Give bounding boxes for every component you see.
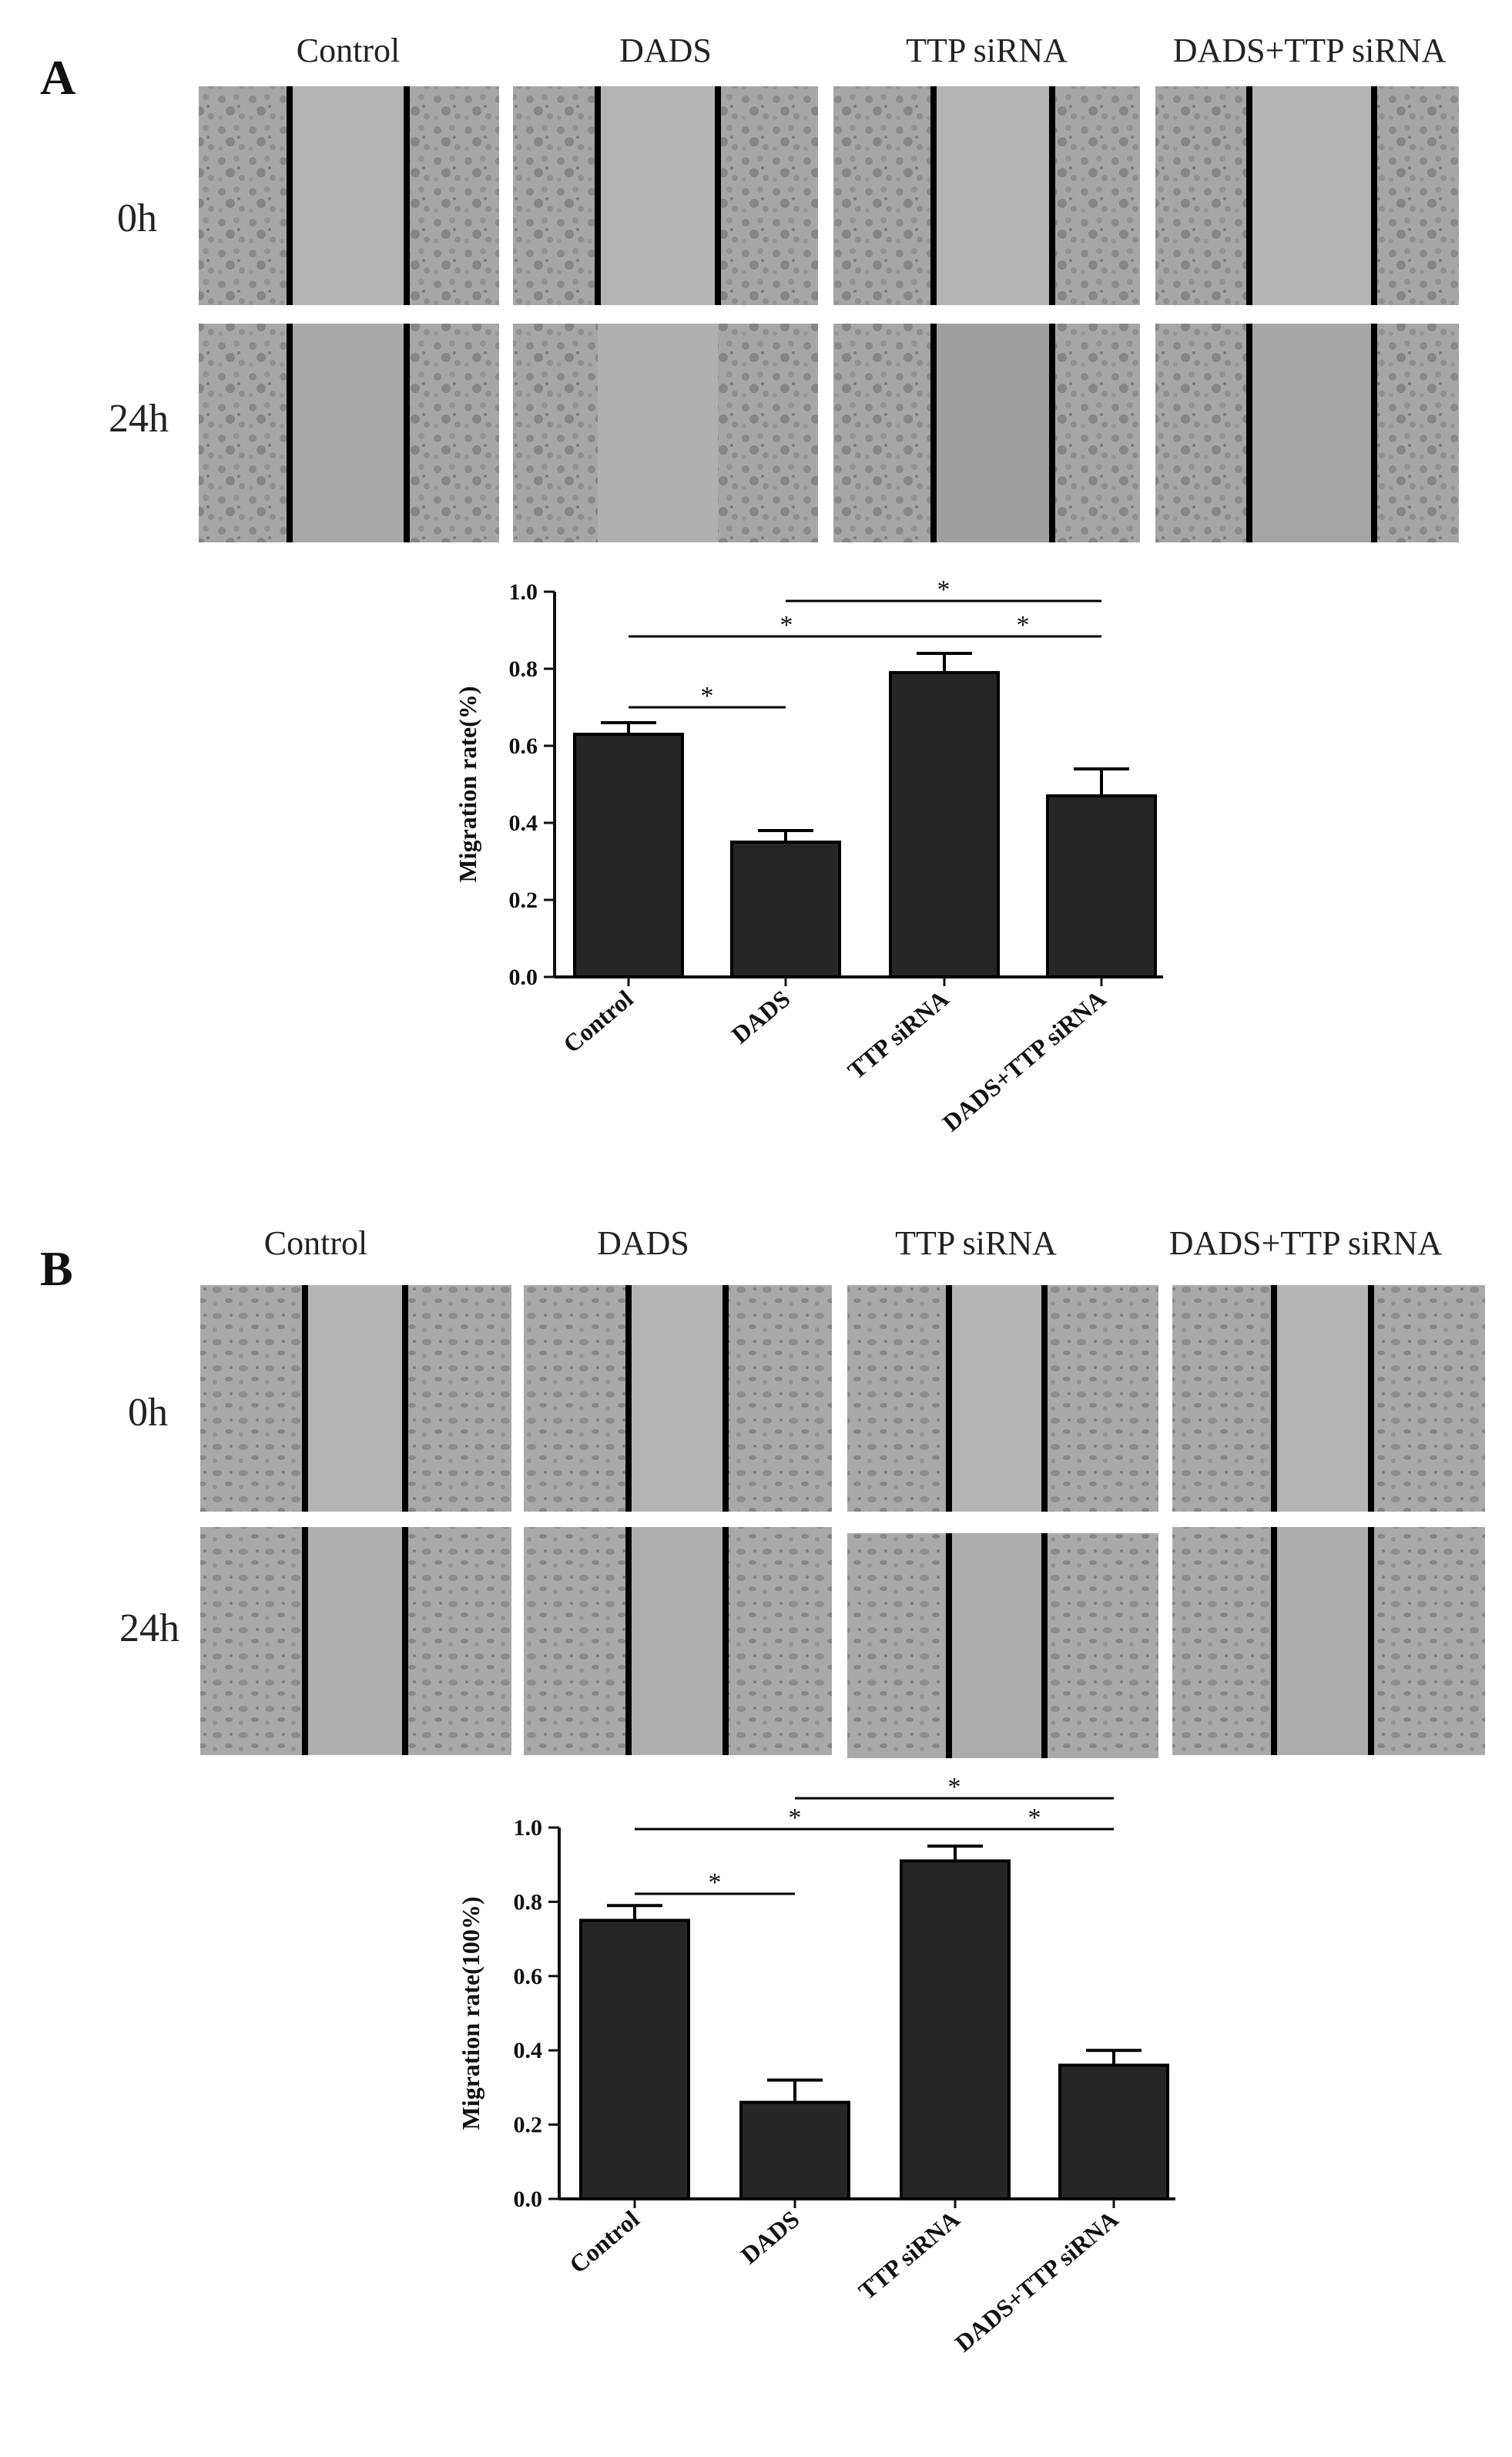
- micrograph-a-ttp-sirna-24h: [833, 324, 1140, 542]
- panel-a-column-label-dads: DADS: [619, 32, 712, 69]
- chart-b-bar: [739, 2100, 850, 2200]
- panel-b-micrographs: B Control DADS TTP siRNA DADS+TTP siRNA …: [40, 1224, 1485, 1758]
- panel-a-column-label-control: Control: [297, 32, 400, 69]
- panel-b-row-label-24h: 24h: [119, 1606, 179, 1650]
- chart-a-y-tick-label: 0.6: [509, 733, 538, 759]
- chart-b-y-axis-title: Migration rate(100%): [457, 1896, 484, 2130]
- chart-a-bar: [730, 841, 841, 978]
- panel-b-column-label-ttp-sirna: TTP siRNA: [895, 1224, 1057, 1262]
- panel-b-column-label-dads-ttp-sirna: DADS+TTP siRNA: [1169, 1224, 1443, 1262]
- chart-a-bar: [1046, 794, 1157, 978]
- micrograph-b-dads-ttp-sirna-24h: [1172, 1527, 1485, 1755]
- chart-a-y-tick-label: 0.8: [509, 656, 538, 682]
- chart-b-y-tick-label: 1.0: [514, 1815, 543, 1841]
- micrograph-a-control-0h: [199, 86, 499, 305]
- chart-b-bar: [1058, 2063, 1169, 2200]
- micrograph-b-dads-24h: [524, 1527, 832, 1755]
- chart-a-y-tick-label: 1.0: [509, 579, 538, 605]
- micrograph-a-control-24h: [199, 324, 499, 542]
- chart-a-significance-star: *: [937, 576, 950, 604]
- panel-a-micrographs: A Control DADS TTP siRNA DADS+TTP siRNA …: [40, 32, 1459, 542]
- panel-a-row-label-0h: 0h: [117, 196, 157, 240]
- panel-a-column-label-dads-ttp-sirna: DADS+TTP siRNA: [1173, 32, 1447, 69]
- chart-b-y-tick-label: 0.4: [514, 2038, 543, 2063]
- panel-b-column-label-dads: DADS: [597, 1224, 689, 1262]
- chart-b-y-tick-label: 0.0: [514, 2187, 543, 2212]
- chart-b-significance-star: *: [789, 1804, 802, 1832]
- micrograph-b-dads-0h: [524, 1285, 832, 1512]
- micrograph-b-ttp-sirna-0h: [847, 1285, 1158, 1512]
- panel-letter-b: B: [40, 1241, 73, 1296]
- chart-b-category-label: DADS+TTP siRNA: [950, 2205, 1124, 2358]
- chart-b-bar: [900, 1859, 1011, 2200]
- chart-a-significance-star: *: [1017, 611, 1030, 639]
- micrograph-b-control-0h: [200, 1285, 511, 1512]
- chart-a-category-label: Control: [558, 985, 638, 1059]
- panel-a-column-label-ttp-sirna: TTP siRNA: [906, 32, 1068, 69]
- chart-a-category-label: TTP siRNA: [842, 985, 954, 1085]
- chart-b-category-label: TTP siRNA: [853, 2205, 964, 2305]
- migration-rate-chart-b: 0.0 0.2 0.4 0.6 0.8 1.0 Migration rate(100%) Co…: [457, 1773, 1175, 2357]
- panel-b-row-label-0h: 0h: [128, 1391, 168, 1435]
- micrograph-a-dads-0h: [513, 86, 818, 305]
- chart-b-y-tick-label: 0.6: [514, 1964, 543, 1989]
- chart-b-bar: [579, 1918, 690, 2200]
- chart-a-significance-star: *: [780, 611, 793, 639]
- chart-b-significance-star: *: [1028, 1804, 1041, 1832]
- chart-a-bar: [573, 733, 684, 978]
- chart-b-category-label: Control: [564, 2205, 644, 2279]
- micrograph-a-ttp-sirna-0h: [833, 86, 1140, 305]
- micrograph-b-control-24h: [200, 1527, 511, 1755]
- chart-a-y-tick-label: 0.0: [509, 965, 538, 990]
- chart-a-y-tick-label: 0.4: [509, 811, 538, 836]
- chart-b-y-tick-label: 0.8: [514, 1889, 543, 1915]
- panel-letter-a: A: [40, 50, 75, 105]
- panel-a-row-label-24h: 24h: [109, 397, 169, 441]
- panel-b-column-label-control: Control: [264, 1224, 367, 1262]
- chart-b-y-tick-label: 0.2: [514, 2113, 543, 2138]
- micrograph-a-dads-ttp-sirna-0h: [1155, 86, 1459, 305]
- migration-rate-chart-a: 0.0 0.2 0.4 0.6 0.8 1.0 Migration rate(%) Contr…: [454, 576, 1163, 1136]
- micrograph-b-dads-ttp-sirna-0h: [1172, 1285, 1485, 1512]
- chart-b-significance-star: *: [948, 1773, 961, 1801]
- chart-b-category-label: DADS: [736, 2205, 805, 2270]
- chart-a-bar: [889, 671, 1000, 978]
- chart-a-category-label: DADS: [726, 985, 796, 1049]
- chart-b-significance-star: *: [709, 1868, 722, 1897]
- chart-a-category-label: DADS+TTP siRNA: [937, 985, 1111, 1137]
- chart-a-significance-star: *: [701, 682, 714, 710]
- micrograph-a-dads-24h: [513, 324, 818, 542]
- micrograph-b-ttp-sirna-24h: [847, 1533, 1158, 1758]
- chart-a-y-axis-title: Migration rate(%): [454, 686, 481, 882]
- chart-a-y-tick-label: 0.2: [509, 888, 538, 913]
- micrograph-a-dads-ttp-sirna-24h: [1155, 324, 1459, 542]
